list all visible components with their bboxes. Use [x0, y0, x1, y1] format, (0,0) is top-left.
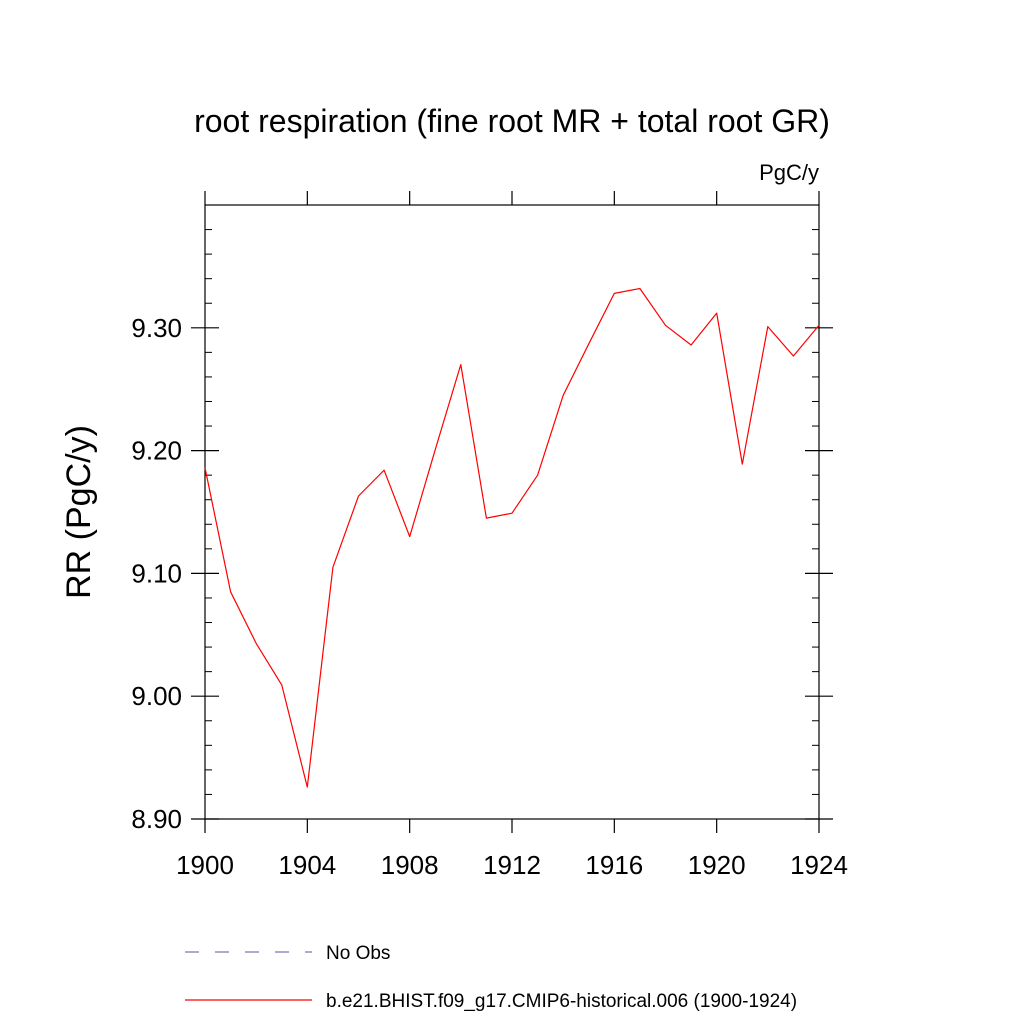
- y-tick-label: 9.30: [131, 313, 182, 343]
- y-tick-label: 9.20: [131, 436, 182, 466]
- data-series: [204, 287, 820, 788]
- axis-ticks: [191, 191, 833, 833]
- chart-title: root respiration (fine root MR + total r…: [194, 103, 830, 139]
- units-label: PgC/y: [759, 160, 819, 185]
- x-tick-label: 1920: [688, 850, 746, 880]
- legend-label: No Obs: [326, 943, 390, 964]
- x-tick-label: 1904: [278, 850, 336, 880]
- legend: No Obs b.e21.BHIST.f09_g17.CMIP6-historic…: [185, 943, 797, 1012]
- y-tick-label: 9.10: [131, 558, 182, 588]
- x-tick-label: 1900: [176, 850, 234, 880]
- legend-label: b.e21.BHIST.f09_g17.CMIP6-historical.006…: [326, 991, 797, 1012]
- x-tick-label: 1908: [381, 850, 439, 880]
- x-tick-label: 1912: [483, 850, 541, 880]
- x-tick-label: 1924: [790, 850, 848, 880]
- series-line: [204, 287, 820, 788]
- plot-frame: [204, 204, 820, 820]
- y-tick-label: 9.00: [131, 681, 182, 711]
- y-axis-label: RR (PgC/y): [60, 425, 98, 599]
- x-tick-label: 1916: [585, 850, 643, 880]
- y-tick-label: 8.90: [131, 804, 182, 834]
- axis-tick-labels: 1900 1904 1908 1912 1916 1920 1924 8.90 9.00 9.10…: [131, 313, 848, 880]
